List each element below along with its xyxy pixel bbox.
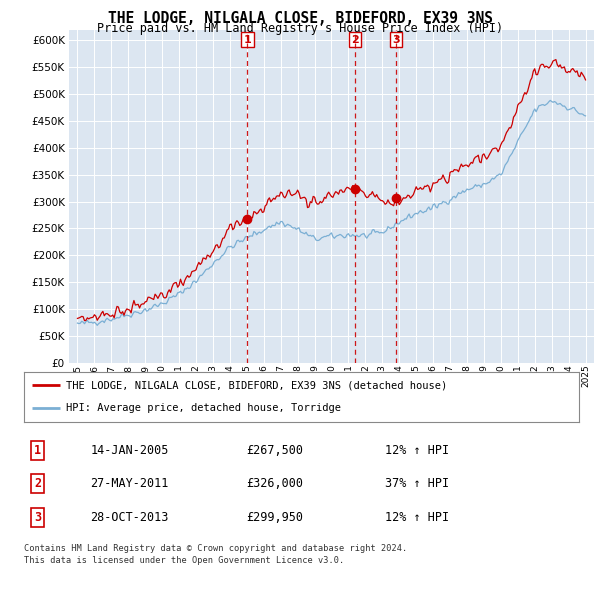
Text: THE LODGE, NILGALA CLOSE, BIDEFORD, EX39 3NS: THE LODGE, NILGALA CLOSE, BIDEFORD, EX39… <box>107 11 493 25</box>
Text: 28-OCT-2013: 28-OCT-2013 <box>91 511 169 524</box>
Text: Contains HM Land Registry data © Crown copyright and database right 2024.: Contains HM Land Registry data © Crown c… <box>24 544 407 553</box>
Text: 12% ↑ HPI: 12% ↑ HPI <box>385 444 449 457</box>
Text: 27-MAY-2011: 27-MAY-2011 <box>91 477 169 490</box>
Text: 2: 2 <box>34 477 41 490</box>
Text: 1: 1 <box>244 34 251 44</box>
Text: 37% ↑ HPI: 37% ↑ HPI <box>385 477 449 490</box>
Text: THE LODGE, NILGALA CLOSE, BIDEFORD, EX39 3NS (detached house): THE LODGE, NILGALA CLOSE, BIDEFORD, EX39… <box>65 380 447 390</box>
Text: HPI: Average price, detached house, Torridge: HPI: Average price, detached house, Torr… <box>65 404 341 414</box>
Text: £267,500: £267,500 <box>246 444 303 457</box>
Text: 3: 3 <box>34 511 41 524</box>
Text: 1: 1 <box>34 444 41 457</box>
Text: This data is licensed under the Open Government Licence v3.0.: This data is licensed under the Open Gov… <box>24 556 344 565</box>
Text: £326,000: £326,000 <box>246 477 303 490</box>
Text: 2: 2 <box>352 34 359 44</box>
Text: Price paid vs. HM Land Registry's House Price Index (HPI): Price paid vs. HM Land Registry's House … <box>97 22 503 35</box>
Text: £299,950: £299,950 <box>246 511 303 524</box>
Text: 12% ↑ HPI: 12% ↑ HPI <box>385 511 449 524</box>
Text: 3: 3 <box>392 34 400 44</box>
Text: 14-JAN-2005: 14-JAN-2005 <box>91 444 169 457</box>
